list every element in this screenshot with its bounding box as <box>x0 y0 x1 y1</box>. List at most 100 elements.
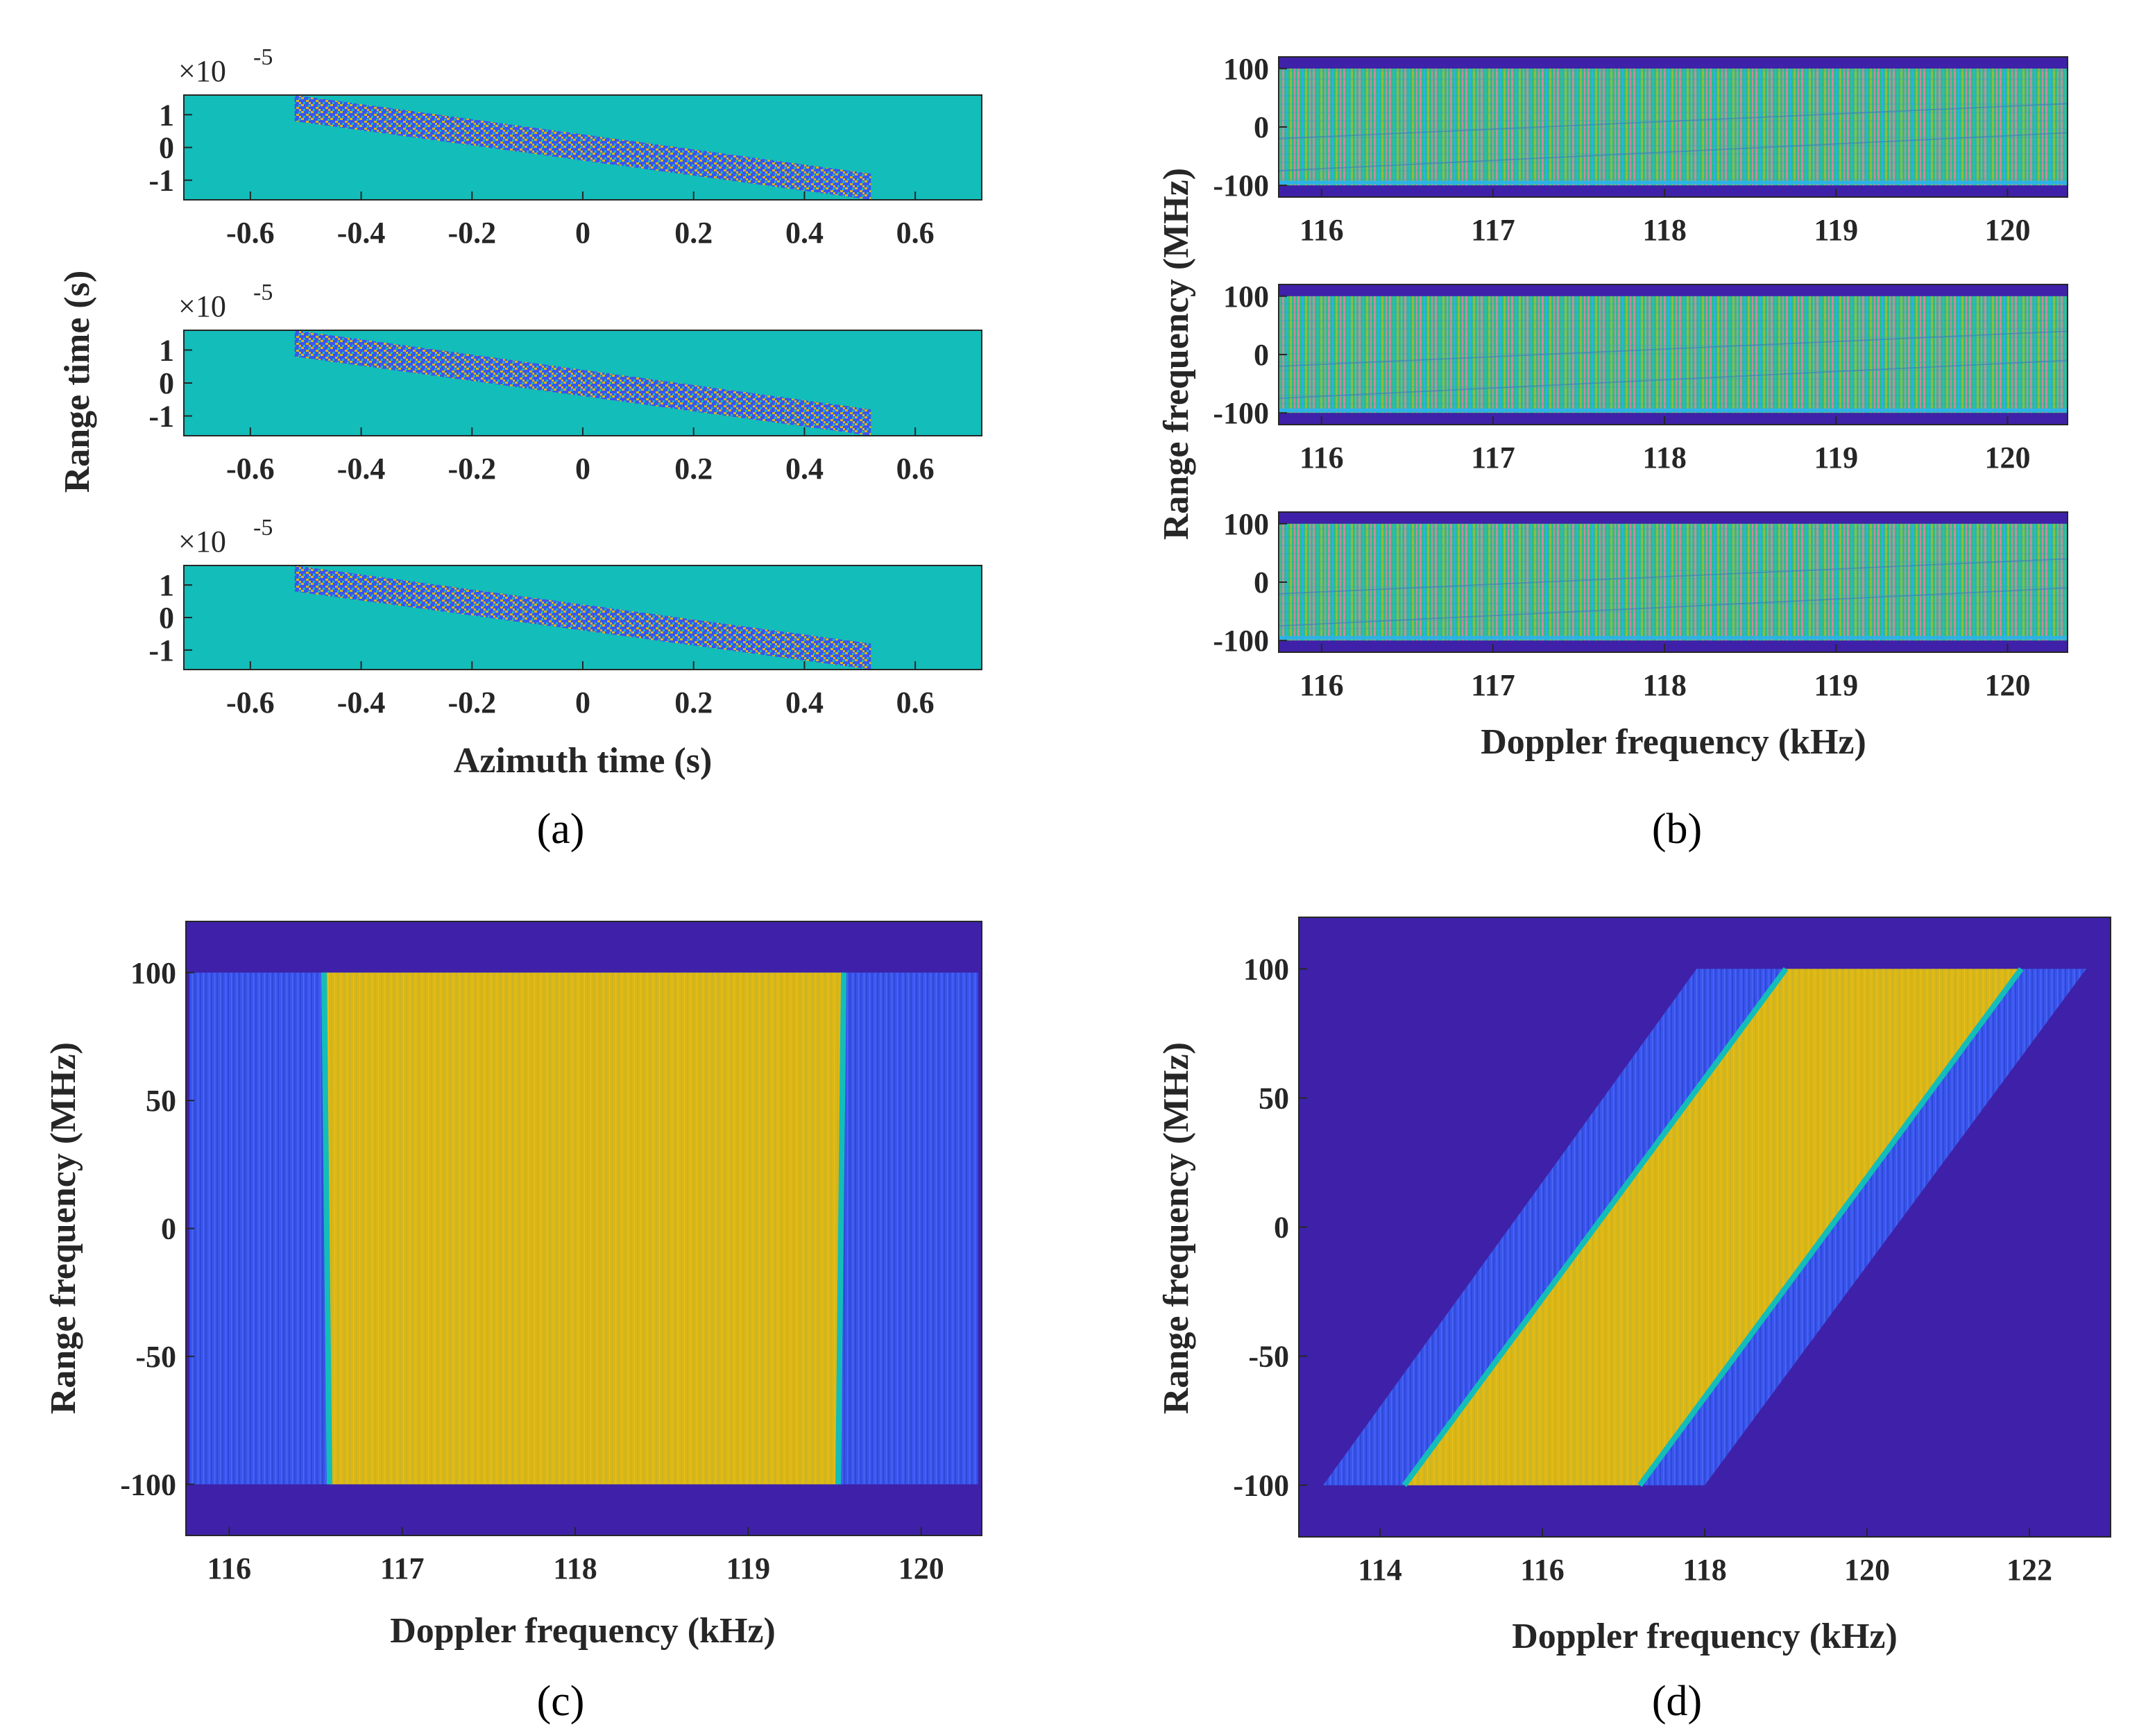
y-tick-label: 0 <box>159 366 174 400</box>
x-tick-label: 118 <box>1642 213 1687 247</box>
edge-right <box>1637 967 2024 1487</box>
y-tick-label: 1 <box>159 98 174 132</box>
x-tick-label: 120 <box>898 1551 944 1585</box>
x-tick-label: -0.2 <box>448 452 496 486</box>
axes-frame <box>183 94 982 201</box>
x-axis-label-c: Doppler frequency (kHz) <box>390 1611 776 1651</box>
x-axis-label-a: Azimuth time (s) <box>454 741 713 781</box>
axes-frame <box>1278 284 2068 425</box>
edge-left <box>321 972 332 1485</box>
x-tick-label: -0.4 <box>337 452 386 486</box>
y-tick-label: 1 <box>159 568 174 602</box>
x-tick-label: 0.6 <box>896 452 935 486</box>
x-tick-label: 116 <box>1300 668 1344 702</box>
y-tick-label: -50 <box>135 1340 176 1374</box>
x-tick-label: -0.2 <box>448 686 496 720</box>
subplot-d: 114 116 118 120 122 100 50 0 -50 -100 <box>1233 917 2111 1587</box>
x-axis-label-b: Doppler frequency (kHz) <box>1481 722 1866 762</box>
x-tick-label: 0.6 <box>896 686 935 720</box>
subplot-b-2: 116 117 118 119 120 100 0 -100 <box>1213 280 2068 475</box>
yellow-region <box>1404 969 2022 1486</box>
faint-line <box>1278 359 2068 400</box>
x-tick-label: 118 <box>1642 668 1687 702</box>
spectrum-band <box>1279 68 2068 186</box>
scale-label: ×10 <box>178 54 226 88</box>
y-tick-label: 0 <box>1254 338 1269 372</box>
x-tick-label: 0.2 <box>674 452 713 486</box>
subplot-a-1: -0.6 -0.4 -0.2 0 0.2 0.4 0.610-1×10 -5 <box>148 44 982 250</box>
x-tick-label: 117 <box>1471 668 1515 702</box>
y-axis-label-a: Range time (s) <box>58 271 97 493</box>
x-tick-label: 117 <box>1471 213 1515 247</box>
panels: -0.6 -0.4 -0.2 0 0.2 0.4 0.610-1×10 -5-0.6 -0.4-… <box>44 44 2111 1725</box>
y-axis-label-b: Range frequency (MHz) <box>1157 168 1196 540</box>
x-tick-label: 116 <box>1300 213 1344 247</box>
y-tick-label: -50 <box>1248 1340 1289 1374</box>
x-tick-label: -0.6 <box>226 686 275 720</box>
y-tick-label: 0 <box>1254 565 1269 599</box>
faint-line <box>1278 587 2068 627</box>
y-tick-label: 50 <box>146 1084 176 1118</box>
y-tick-label: 0 <box>1254 110 1269 144</box>
x-tick-label: 119 <box>1814 668 1859 702</box>
y-tick-label: 100 <box>130 956 176 990</box>
caption-b: (b) <box>1652 806 1702 853</box>
x-tick-label: 114 <box>1358 1553 1402 1587</box>
subplot-b-1: 116 117 118 119 120 100 0 -100 <box>1213 52 2068 247</box>
x-tick-label: 0.4 <box>785 216 824 250</box>
x-tick-label: -0.4 <box>337 216 386 250</box>
edge-left <box>1401 967 1789 1487</box>
x-tick-label: 116 <box>1520 1553 1565 1587</box>
y-tick-label: -100 <box>1233 1469 1289 1503</box>
x-tick-label: -0.4 <box>337 686 386 720</box>
x-axis-label-d: Doppler frequency (kHz) <box>1512 1617 1898 1656</box>
x-tick-label: -0.6 <box>226 452 275 486</box>
y-tick-label: 50 <box>1259 1081 1289 1115</box>
x-tick-label: 117 <box>1471 441 1515 475</box>
axes-frame <box>185 921 982 1536</box>
subplot-c: 116 117 118 119 120 100 50 0 -50 -100 <box>120 921 982 1585</box>
signal-band <box>294 565 871 670</box>
y-tick-label: 0 <box>161 1212 176 1246</box>
x-tick-label: 119 <box>726 1551 771 1585</box>
yellow-region <box>323 972 844 1485</box>
y-tick-label: 0 <box>159 601 174 635</box>
x-tick-label: 118 <box>1642 441 1687 475</box>
axes-frame <box>1278 511 2068 653</box>
spectrum-band <box>1279 296 2068 414</box>
signal-band <box>294 330 871 436</box>
x-tick-label: 0 <box>575 216 590 250</box>
x-tick-label: 0 <box>575 686 590 720</box>
scale-exponent: -5 <box>253 44 273 70</box>
axes-frame <box>183 330 982 436</box>
edge-right <box>835 972 847 1485</box>
subplot-a-3: -0.6 -0.4 -0.2 0 0.2 0.4 0.610-1×10 -5 <box>148 515 982 720</box>
y-tick-label: 0 <box>1274 1211 1289 1245</box>
x-tick-label: 0.2 <box>674 216 713 250</box>
y-tick-label: -1 <box>148 400 174 434</box>
x-tick-label: 0.6 <box>896 216 935 250</box>
y-tick-label: 100 <box>1243 952 1289 986</box>
x-tick-label: 120 <box>1984 668 2030 702</box>
y-tick-label: 100 <box>1223 52 1269 86</box>
x-tick-label: 116 <box>1300 441 1344 475</box>
x-tick-label: -0.6 <box>226 216 275 250</box>
scale-exponent: -5 <box>253 280 273 305</box>
y-axis-label-c: Range frequency (MHz) <box>44 1042 83 1414</box>
x-tick-label: 122 <box>2007 1553 2052 1587</box>
x-tick-label: 120 <box>1984 441 2030 475</box>
x-tick-label: 119 <box>1814 441 1859 475</box>
scale-label: ×10 <box>178 525 226 559</box>
faint-line <box>1278 330 2068 367</box>
y-tick-label: -100 <box>1213 396 1269 430</box>
x-tick-label: 117 <box>380 1551 425 1585</box>
subplot-b-3: 116 117 118 119 120 100 0 -100 <box>1213 507 2068 702</box>
scale-label: ×10 <box>178 289 226 323</box>
signal-band <box>294 95 871 200</box>
y-axis-label-d: Range frequency (MHz) <box>1157 1042 1196 1414</box>
y-tick-label: -100 <box>120 1467 176 1501</box>
subplot-a-2: -0.6 -0.4 -0.2 0 0.2 0.4 0.610-1×10 -5 <box>148 280 982 486</box>
caption-a: (a) <box>537 806 585 853</box>
caption-d: (d) <box>1652 1678 1702 1725</box>
